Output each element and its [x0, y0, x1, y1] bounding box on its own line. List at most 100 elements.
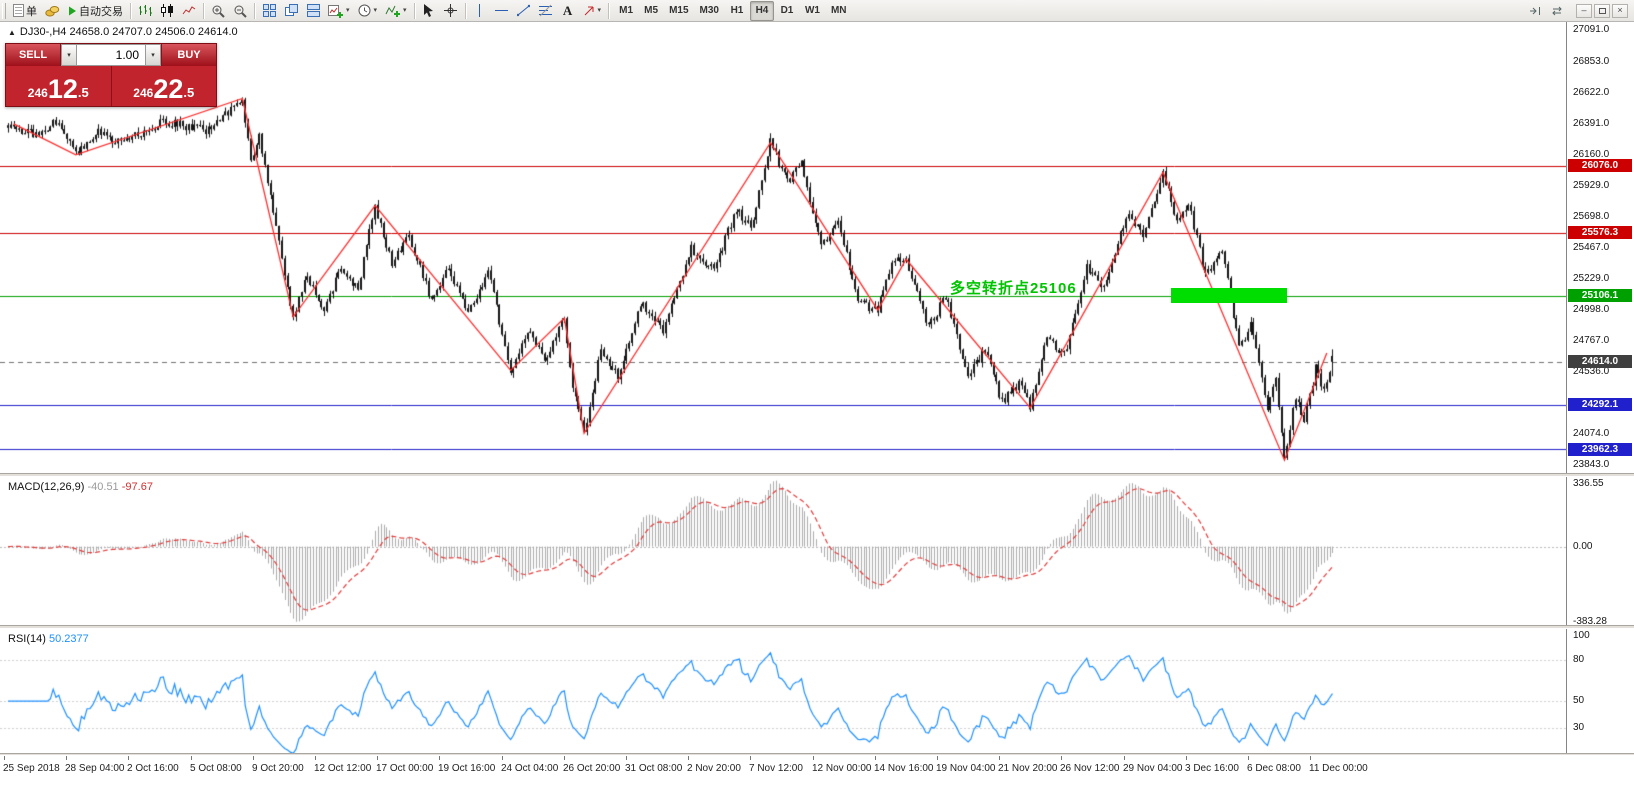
arrows-tool-button[interactable]: ▾	[579, 1, 606, 21]
price-level-tag: 24292.1	[1568, 398, 1632, 411]
auto-scroll-icon	[1551, 6, 1563, 16]
timeframe-button-h4[interactable]: H4	[749, 0, 774, 21]
close-icon: ×	[1617, 5, 1623, 15]
lot-size-input[interactable]	[77, 44, 145, 66]
minimize-button[interactable]: –	[1576, 3, 1592, 18]
up-triangle-icon: ▲	[8, 27, 16, 37]
price-level-tag: 23962.3	[1568, 443, 1632, 456]
price-divider	[110, 66, 112, 106]
buy-price-prefix: 246	[133, 86, 154, 100]
minimize-icon: –	[1581, 5, 1587, 15]
timeframe-button-h1[interactable]: H1	[730, 5, 744, 16]
panel-splitter[interactable]	[0, 753, 1634, 756]
time-axis-tick	[4, 756, 5, 760]
vertical-line-icon	[475, 4, 484, 17]
axis-label: 100	[1573, 630, 1590, 641]
sell-price-display[interactable]: 246 12.5	[6, 66, 111, 106]
restore-button[interactable]	[1594, 3, 1610, 18]
arrange-windows-icon	[306, 4, 320, 17]
trendline-button[interactable]	[513, 1, 535, 21]
axis-label: 24074.0	[1573, 428, 1610, 439]
new-chart-button[interactable]: ▾	[324, 1, 354, 21]
autotrading-button[interactable]: 自动交易	[64, 1, 127, 21]
time-axis-tick	[875, 756, 876, 760]
toolbar-grip[interactable]	[2, 2, 6, 19]
candlestick-chart-button[interactable]	[156, 1, 178, 21]
candlestick-icon	[160, 4, 174, 17]
lot-decrease-button[interactable]: ▾	[61, 44, 77, 66]
time-axis-tick	[626, 756, 627, 760]
timeframe-button-d1[interactable]: D1	[780, 5, 794, 16]
line-chart-button[interactable]	[178, 1, 200, 21]
highlight-rectangle	[1171, 288, 1287, 303]
time-axis-tick	[439, 756, 440, 760]
symbol-ohlc-info: ▲ DJ30-,H4 24658.0 24707.0 24506.0 24614…	[8, 26, 238, 38]
indicators-button[interactable]: ▾	[381, 1, 411, 21]
horizontal-line-icon	[495, 6, 509, 15]
price-chart-canvas[interactable]	[0, 22, 1566, 473]
auto-scroll-button[interactable]	[1546, 1, 1568, 21]
buy-price-big-digits: 22	[153, 74, 184, 105]
bar-chart-icon	[138, 4, 152, 17]
time-axis-label: 26 Nov 12:00	[1060, 763, 1120, 774]
axis-label: 25467.0	[1573, 242, 1610, 253]
time-axis-tick	[1310, 756, 1311, 760]
new-order-label: 单	[26, 5, 37, 18]
bar-chart-button[interactable]	[134, 1, 156, 21]
vertical-line-button[interactable]	[469, 1, 491, 21]
indicators-icon	[385, 4, 401, 17]
axis-label: 80	[1573, 654, 1585, 665]
zoom-in-button[interactable]	[207, 1, 229, 21]
time-axis-label: 17 Oct 00:00	[376, 763, 434, 774]
sell-price-big-digits: 12	[47, 74, 78, 105]
coins-button[interactable]	[41, 1, 64, 21]
timeframe-button-m1[interactable]: M1	[619, 5, 634, 16]
buy-button[interactable]: BUY	[161, 44, 216, 66]
timeframe-button-m30[interactable]: M30	[699, 5, 719, 16]
buy-price-display[interactable]: 246 22.5	[112, 66, 217, 106]
text-tool-button[interactable]: A	[557, 1, 579, 21]
dropdown-caret-icon: ▾	[346, 7, 350, 14]
macd-name: MACD(12,26,9)	[8, 481, 85, 493]
price-axis[interactable]: 27091.0 26853.0 26622.0 26391.0 26160.0 25929…	[1566, 22, 1634, 756]
periods-button[interactable]: ▾	[354, 1, 382, 21]
scroll-to-end-button[interactable]	[1524, 1, 1546, 21]
time-axis-label: 9 Oct 20:00	[252, 763, 304, 774]
zoom-out-icon	[233, 4, 247, 18]
price-level-tag: 25576.3	[1568, 226, 1632, 239]
time-axis-tick	[688, 756, 689, 760]
axis-label: 25698.0	[1573, 211, 1610, 222]
rsi-indicator-canvas[interactable]	[0, 629, 1566, 753]
timeframe-button-m15[interactable]: M15	[669, 5, 689, 16]
timeframe-button-m5[interactable]: M5	[644, 5, 659, 16]
axis-label: 25929.0	[1573, 180, 1610, 191]
crosshair-button[interactable]	[440, 1, 462, 21]
timeframe-group: M1 M5 M15 M30 H1 H4 D1 W1 MN	[614, 0, 851, 21]
fibonacci-button[interactable]	[535, 1, 557, 21]
time-axis-tick	[1186, 756, 1187, 760]
new-order-button[interactable]: 单	[9, 1, 41, 21]
sell-button[interactable]: SELL	[6, 44, 61, 66]
timeframe-button-mn[interactable]: MN	[830, 5, 847, 16]
toolbar-separator	[413, 2, 415, 19]
panel-splitter[interactable]	[0, 625, 1634, 629]
cascade-windows-button[interactable]	[280, 1, 302, 21]
cursor-button[interactable]	[418, 1, 440, 21]
zoom-out-button[interactable]	[229, 1, 251, 21]
panel-splitter[interactable]	[0, 473, 1634, 477]
time-axis[interactable]: 25 Sep 2018 28 Sep 04:00 2 Oct 16:00 5 Oct …	[0, 756, 1634, 782]
macd-indicator-canvas[interactable]	[0, 477, 1566, 625]
axis-label: -383.28	[1573, 616, 1607, 627]
rsi-value: 50.2377	[48, 633, 89, 645]
arrange-windows-button[interactable]	[302, 1, 324, 21]
close-button[interactable]: ×	[1612, 3, 1628, 18]
tile-windows-button[interactable]	[258, 1, 280, 21]
axis-label: 23843.0	[1573, 459, 1610, 470]
time-axis-tick	[502, 756, 503, 760]
timeframe-button-w1[interactable]: W1	[804, 5, 820, 16]
tile-windows-icon	[262, 4, 276, 17]
time-axis-tick	[1248, 756, 1249, 760]
lot-increase-button[interactable]: ▾	[145, 44, 161, 66]
time-axis-tick	[750, 756, 751, 760]
horizontal-line-button[interactable]	[491, 1, 513, 21]
